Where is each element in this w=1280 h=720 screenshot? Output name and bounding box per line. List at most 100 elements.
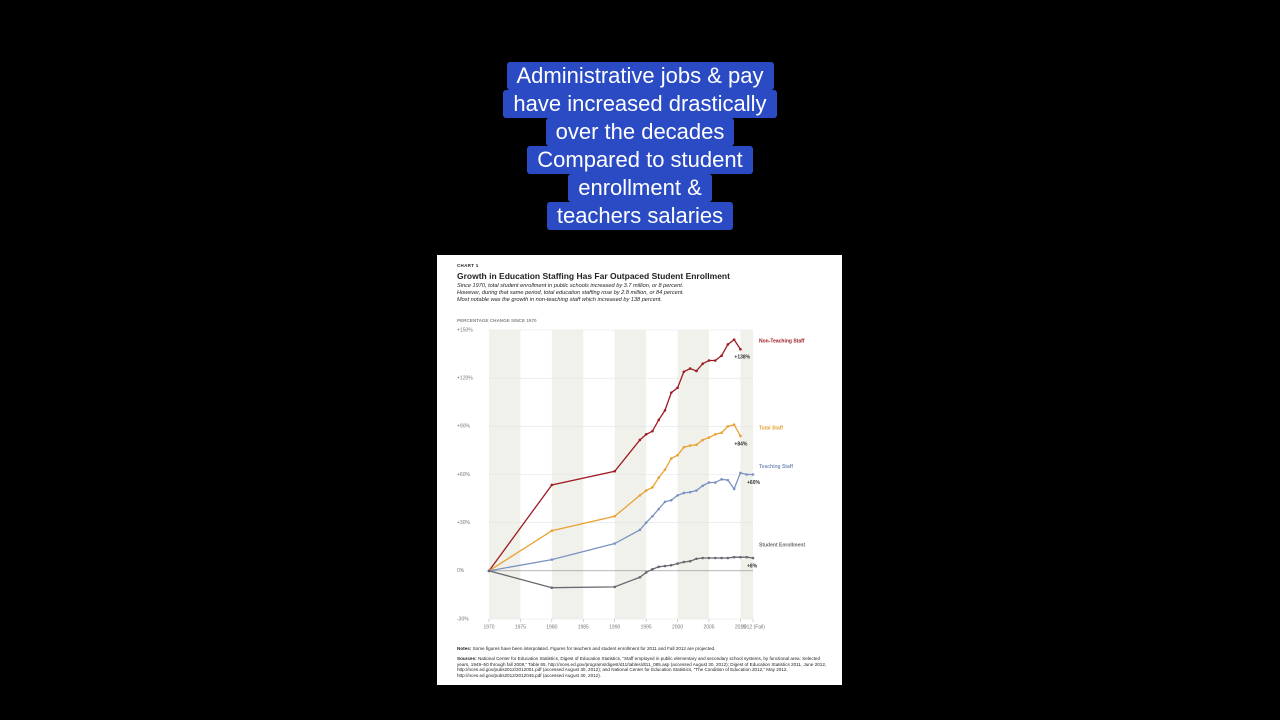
series-point (720, 556, 723, 560)
series-point (676, 453, 679, 457)
chart-card: CHART 1 Growth in Education Staffing Has… (437, 255, 842, 685)
series-point (720, 354, 723, 357)
chart-label: CHART 1 (457, 263, 479, 268)
caption-line: over the decades (545, 118, 735, 146)
series-line (488, 338, 741, 572)
series-point (638, 528, 642, 532)
y-tick-label: 0% (457, 568, 465, 574)
sources-label: Sources: (457, 656, 477, 661)
series-point (707, 556, 711, 560)
notes: Notes: Some figures have been interpolat… (457, 646, 828, 652)
series-point (720, 431, 723, 435)
x-tick-label: 1970 (483, 624, 494, 630)
caption-line: Administrative jobs & pay (506, 62, 774, 90)
series-point (651, 567, 654, 571)
caption: Administrative jobs & pay have increased … (0, 62, 1280, 230)
series-point (688, 490, 692, 494)
series-point (695, 369, 698, 373)
value-label: +138% (734, 355, 750, 361)
series-point (707, 436, 711, 439)
series-point (657, 418, 661, 422)
series-point (707, 481, 711, 484)
series-point (550, 483, 554, 487)
series-point (613, 585, 617, 589)
series-point (676, 494, 679, 497)
series-point (682, 560, 686, 564)
notes-label: Notes: (457, 646, 472, 651)
series-point (669, 457, 673, 460)
y-tick-label: +30% (457, 520, 470, 526)
series-point (713, 359, 717, 362)
series-point (682, 445, 686, 449)
x-tick-label: 2000 (672, 624, 683, 630)
series-point (644, 433, 648, 436)
series-point (688, 367, 692, 370)
series-point (739, 347, 742, 351)
caption-line: enrollment & (568, 174, 712, 202)
x-tick-label: 1995 (641, 624, 652, 630)
series-point (701, 484, 705, 488)
series-point (745, 555, 749, 559)
notes-text: Some figures have been interpolated. Fig… (472, 646, 716, 651)
y-tick-label: +60% (457, 472, 470, 478)
subtitle-line: However, during that same period, total … (457, 290, 684, 297)
series-point (751, 556, 755, 560)
series-point (663, 408, 667, 412)
x-tick-label: 1990 (609, 624, 620, 630)
series-point (688, 444, 692, 447)
y-tick-label: -30% (457, 616, 469, 622)
subtitle-line: Since 1970, total student enrollment in … (457, 283, 684, 289)
y-tick-label: +90% (457, 424, 470, 430)
series-point (726, 478, 730, 482)
series-point (720, 478, 723, 481)
series-point (613, 469, 617, 473)
x-tick-label: 1980 (546, 624, 557, 630)
y-tick-label: +120% (457, 375, 473, 381)
series-point (713, 556, 717, 560)
caption-line: have increased drastically (503, 90, 777, 118)
series-point (682, 491, 686, 495)
series-point (657, 507, 661, 511)
series-point (739, 434, 742, 438)
series-point (682, 370, 686, 374)
value-label: +60% (747, 480, 760, 486)
series-point (657, 565, 661, 569)
series-point (732, 338, 736, 341)
series-point (745, 473, 749, 476)
series-point (657, 476, 661, 480)
plot: PERCENTAGE CHANGE SINCE 1970 +150% +120% +… (457, 318, 805, 630)
series-point (701, 556, 705, 560)
y-tick-label: +150% (457, 327, 473, 333)
sources: Sources: National Center for Education S… (457, 656, 828, 678)
series-point (638, 575, 642, 579)
chart-subtitle: Since 1970, total student enrollment in … (457, 283, 828, 305)
series-point (651, 429, 654, 433)
legend-label: Non-Teaching Staff (759, 339, 805, 345)
caption-line: Compared to student (527, 146, 753, 174)
value-label: +84% (734, 441, 747, 447)
series-point (638, 494, 642, 497)
series-point (550, 586, 554, 589)
series-point (676, 562, 679, 565)
series-point (701, 438, 705, 442)
series-point (669, 563, 673, 567)
series-point (550, 529, 554, 532)
series-point (644, 521, 648, 524)
series-point (663, 564, 667, 568)
series-point (550, 558, 554, 561)
series-point (613, 514, 617, 518)
y-axis-label: PERCENTAGE CHANGE SINCE 1970 (457, 318, 537, 323)
series-point (669, 391, 673, 394)
series-point (676, 386, 679, 390)
series-point (613, 542, 617, 545)
series-point (732, 555, 736, 559)
series-point (669, 498, 673, 502)
series-point (663, 500, 667, 504)
series-point (726, 425, 730, 428)
sources-text: National Center for Education Statistics… (457, 656, 827, 678)
series-point (688, 559, 692, 563)
chart-title: Growth in Education Staffing Has Far Out… (457, 271, 730, 281)
series-line (488, 472, 753, 572)
legend-label: Teaching Staff (759, 464, 793, 470)
